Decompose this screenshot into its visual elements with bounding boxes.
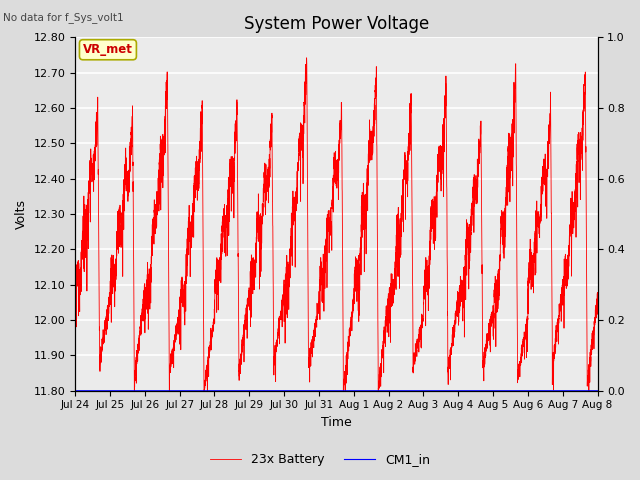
- CM1_in: [193, 388, 200, 394]
- 23x Battery: [268, 152, 276, 157]
- 23x Battery: [303, 55, 310, 60]
- 23x Battery: [71, 308, 79, 314]
- Text: VR_met: VR_met: [83, 43, 133, 56]
- Title: System Power Voltage: System Power Voltage: [244, 15, 429, 33]
- CM1_in: [589, 388, 597, 394]
- 23x Battery: [193, 164, 200, 170]
- X-axis label: Time: Time: [321, 416, 352, 429]
- 23x Battery: [195, 168, 203, 173]
- CM1_in: [305, 388, 313, 394]
- Text: No data for f_Sys_volt1: No data for f_Sys_volt1: [3, 12, 124, 23]
- CM1_in: [198, 388, 206, 394]
- 23x Battery: [198, 105, 206, 111]
- CM1_in: [195, 388, 203, 394]
- CM1_in: [594, 388, 602, 394]
- Legend: 23x Battery, CM1_in: 23x Battery, CM1_in: [205, 448, 435, 471]
- Y-axis label: Volts: Volts: [15, 199, 28, 229]
- CM1_in: [268, 388, 276, 394]
- Line: 23x Battery: 23x Battery: [75, 58, 598, 398]
- 23x Battery: [589, 324, 597, 330]
- 23x Battery: [594, 293, 602, 299]
- 23x Battery: [166, 395, 173, 401]
- CM1_in: [71, 388, 79, 394]
- 23x Battery: [305, 358, 313, 364]
